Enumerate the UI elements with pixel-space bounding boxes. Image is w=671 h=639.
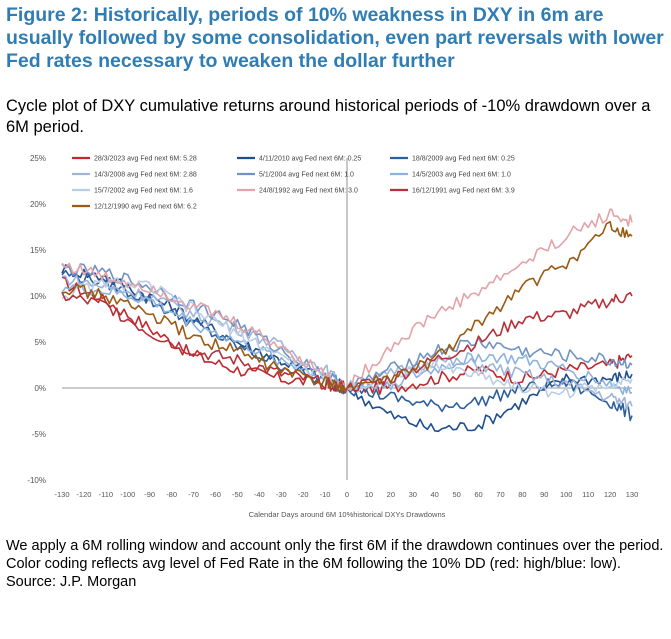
figure-title: Figure 2: Historically, periods of 10% w…: [6, 4, 664, 72]
x-tick-label: 0: [345, 490, 349, 499]
x-tick-label: 40: [431, 490, 439, 499]
chart-subtitle: Cycle plot of DXY cumulative returns aro…: [6, 97, 651, 136]
legend-entry: 24/8/1992 avg Fed next 6M: 3.0: [259, 188, 358, 195]
x-tick-label: 30: [409, 490, 417, 499]
y-tick-label: -10%: [27, 476, 46, 485]
x-tick-label: 10: [365, 490, 373, 499]
series-line: [61, 220, 633, 394]
x-tick-label: 80: [518, 490, 526, 499]
legend-entry: 16/12/1991 avg Fed next 6M: 3.9: [412, 188, 515, 195]
x-tick-label: -100: [120, 490, 135, 499]
footer-source: Source: J.P. Morgan: [6, 574, 137, 590]
x-tick-label: -120: [76, 490, 91, 499]
legend-entry: 14/3/2008 avg Fed next 6M: 2.88: [94, 172, 197, 179]
x-tick-label: 20: [387, 490, 395, 499]
x-tick-label: 90: [540, 490, 548, 499]
legend-entry: 14/5/2003 avg Fed next 6M: 1.0: [412, 172, 511, 179]
y-tick-label: 15%: [30, 246, 46, 255]
x-tick-label: 70: [496, 490, 504, 499]
chart-footer: We apply a 6M rolling window and account…: [6, 537, 666, 591]
y-tick-label: 10%: [30, 292, 46, 301]
x-tick-label: -130: [54, 490, 69, 499]
x-tick-label: -20: [298, 490, 309, 499]
x-tick-label: 50: [452, 490, 460, 499]
x-tick-label: -80: [166, 490, 177, 499]
y-tick-label: 20%: [30, 200, 46, 209]
x-tick-label: 110: [582, 490, 594, 499]
x-tick-label: 60: [474, 490, 482, 499]
x-axis-label: Calendar Days around 6M 10%historical DX…: [249, 510, 446, 519]
y-tick-label: 0%: [34, 384, 46, 393]
x-tick-label: -10: [320, 490, 331, 499]
x-tick-label: -110: [99, 490, 113, 499]
x-tick-label: -40: [254, 490, 265, 499]
footer-note-color-coding: Color coding reflects avg level of Fed R…: [6, 556, 621, 572]
y-tick-label: 5%: [34, 338, 46, 347]
y-tick-label: -5%: [32, 430, 46, 439]
footer-note-window: We apply a 6M rolling window and account…: [6, 538, 664, 554]
x-tick-label: -30: [276, 490, 287, 499]
x-tick-label: 120: [604, 490, 617, 499]
legend-entry: 15/7/2002 avg Fed next 6M: 1.6: [94, 188, 193, 195]
cycle-plot-chart: -10%-5%0%5%10%15%20%25%-130 -120 -110 -100-…: [27, 154, 639, 519]
x-tick-label: -90: [144, 490, 155, 499]
legend-entry: 4/11/2010 avg Fed next 6M: 0.25: [259, 156, 361, 163]
x-tick-label: 100: [560, 490, 573, 499]
legend-entry: 18/8/2009 avg Fed next 6M: 0.25: [412, 156, 515, 163]
y-tick-label: 25%: [30, 154, 46, 163]
x-tick-label: -60: [210, 490, 221, 499]
legend-entry: 12/12/1990 avg Fed next 6M: 6.2: [94, 204, 197, 211]
x-tick-label: -50: [232, 490, 243, 499]
chart-area: -10% -5% 0% 5% 10% 15% 20% 25% -130 -120 -110 -100-…: [0, 140, 671, 525]
legend-entry: 5/1/2004 avg Fed next 6M: 1.0: [259, 172, 354, 179]
x-tick-label: 130: [626, 490, 639, 499]
legend-entry: 28/3/2023 avg Fed next 6M: 5.28: [94, 156, 197, 163]
x-tick-label: -70: [188, 490, 199, 499]
